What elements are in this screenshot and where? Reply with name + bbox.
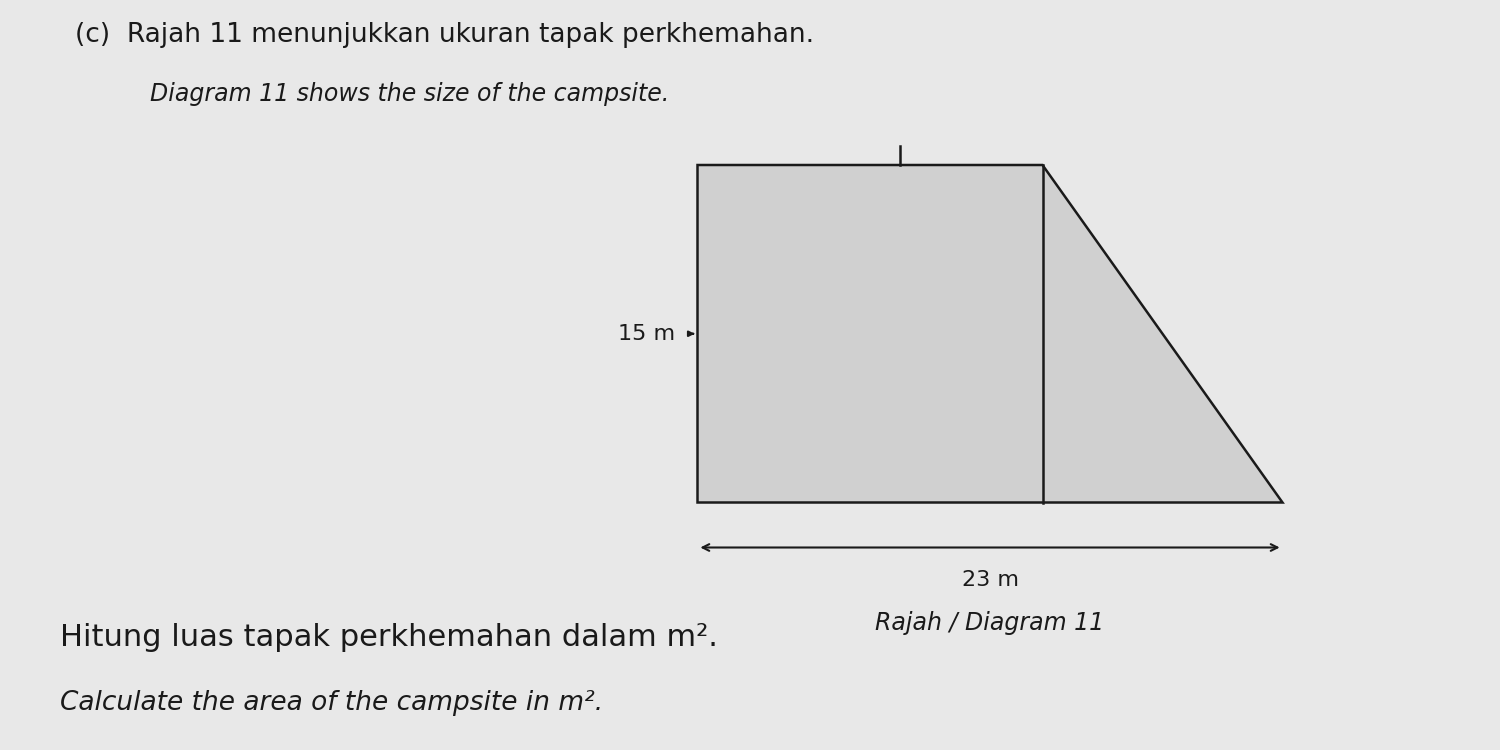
Text: Calculate the area of the campsite in m².: Calculate the area of the campsite in m²… <box>60 690 603 716</box>
Text: Rajah / Diagram 11: Rajah / Diagram 11 <box>876 611 1104 635</box>
Text: Hitung luas tapak perkhemahan dalam m².: Hitung luas tapak perkhemahan dalam m². <box>60 622 718 652</box>
Text: 15 m: 15 m <box>618 324 675 344</box>
Text: 23 m: 23 m <box>962 570 1018 590</box>
Polygon shape <box>698 165 1282 503</box>
Text: (c)  Rajah 11 menunjukkan ukuran tapak perkhemahan.: (c) Rajah 11 menunjukkan ukuran tapak pe… <box>75 22 815 49</box>
Text: Diagram 11 shows the size of the campsite.: Diagram 11 shows the size of the campsit… <box>150 82 669 106</box>
